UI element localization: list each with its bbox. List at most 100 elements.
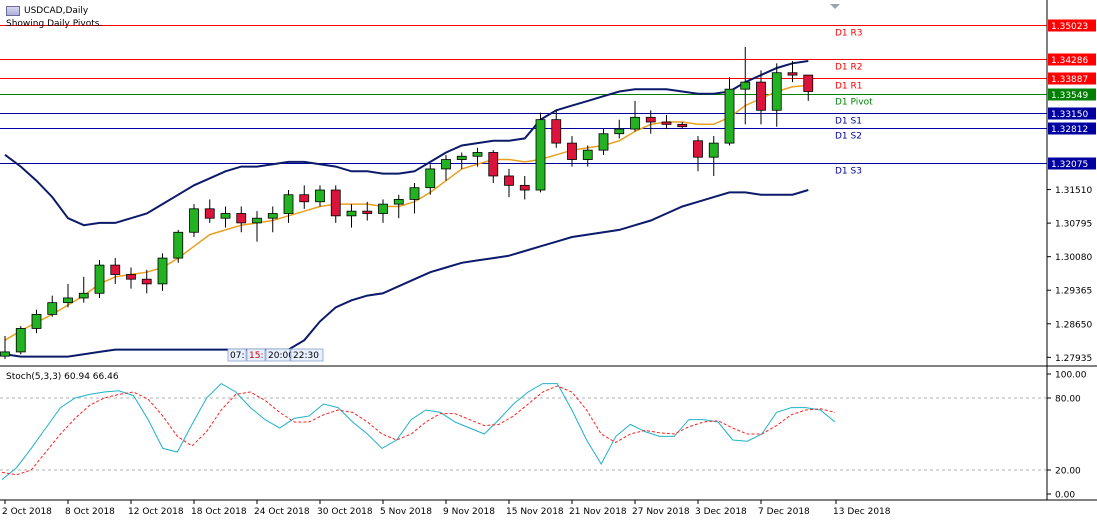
time-tick-label: 30 Oct 2018 (317, 507, 373, 517)
price-tick-label: 1.30080 (1055, 253, 1092, 263)
moving-average-line (4, 84, 809, 341)
candle-body (567, 142, 577, 160)
pivot-price-box-r2 (1048, 53, 1096, 66)
price-tick-label: 1.31510 (1055, 186, 1092, 196)
time-tick-label: 7 Dec 2018 (758, 507, 810, 517)
price-tick-label: 1.29365 (1055, 287, 1092, 297)
candle-body (425, 168, 436, 189)
candle-body (15, 328, 26, 353)
stoch-tick-label: 0.00 (1055, 491, 1075, 501)
stoch-main-line (1, 382, 836, 480)
candle-body (677, 123, 688, 128)
pivot-price-box-r1 (1048, 72, 1096, 85)
candle-body (299, 194, 310, 203)
session-box (265, 348, 291, 362)
candle-body (141, 278, 152, 285)
stoch-signal-line (1, 385, 836, 476)
pivot-price-r2: 1.34286 (1051, 56, 1088, 66)
pivot-price-box-s3 (1048, 157, 1096, 170)
candle-body (582, 149, 593, 160)
candle-body (78, 292, 89, 299)
session-box (227, 348, 247, 362)
pivot-price-s2: 1.32812 (1051, 125, 1088, 135)
candle-body (126, 274, 136, 280)
stochastic-pane[interactable] (0, 382, 1047, 480)
candle-body (204, 208, 215, 219)
time-tick-label: 2 Oct 2018 (2, 507, 52, 517)
time-tick-label: 3 Dec 2018 (695, 507, 747, 517)
candle-body (189, 208, 199, 233)
pivot-price-s1: 1.33150 (1051, 110, 1088, 120)
session-box-label: 20:00 (268, 351, 294, 361)
candle-body (803, 74, 814, 92)
candle-body (645, 116, 656, 123)
pivot-label-p: D1 Pivot (835, 98, 873, 108)
pivot-price-r3: 1.35023 (1051, 22, 1088, 32)
pivot-label-r2: D1 R2 (835, 63, 863, 73)
price-tick-label: 1.28650 (1055, 320, 1092, 330)
session-box-label: 15: (249, 351, 263, 361)
candle-body (630, 116, 640, 130)
pivot-price-box-r3 (1048, 19, 1096, 32)
chart-header: USDCAD,Daily Showing Daily Pivots. (6, 6, 102, 29)
candle-body (63, 297, 73, 304)
candle-body (378, 203, 388, 214)
candle-body (47, 302, 58, 315)
candle-body (724, 88, 735, 144)
symbol-label: USDCAD,Daily (24, 6, 89, 16)
chart-window-icon (6, 6, 20, 16)
chart-shift-marker (830, 4, 840, 9)
candle-body (236, 213, 247, 224)
candle-body (756, 81, 766, 111)
pivot-label-s1: D1 S1 (835, 117, 862, 127)
time-tick-label: 8 Oct 2018 (65, 507, 115, 517)
candle-body (94, 264, 105, 294)
price-pane[interactable]: D1 R3 1.35023 D1 R2 1.34286 D1 R1 1.33887 D1 P… (0, 19, 1096, 362)
candle-body (535, 119, 546, 191)
time-tick-label: 24 Oct 2018 (254, 507, 310, 517)
candle-body (220, 213, 231, 219)
session-box-label: 22:30 (293, 351, 319, 361)
session-box (290, 348, 324, 362)
candle-body (110, 264, 121, 275)
candle-body (708, 142, 719, 158)
upper-band-line (4, 60, 809, 227)
time-tick-label: 15 Nov 2018 (506, 507, 564, 517)
pivot-price-p: 1.33549 (1051, 91, 1088, 101)
session-box (246, 348, 266, 362)
candle-body (315, 189, 325, 203)
candle-body (693, 140, 703, 158)
candle-body (661, 121, 672, 125)
candle-body (551, 119, 562, 144)
candle-body (330, 189, 341, 217)
candle-body (346, 210, 357, 217)
time-tick-label: 5 Nov 2018 (380, 507, 432, 517)
candle-body (157, 257, 168, 285)
candle-body (614, 128, 625, 135)
candle-body (472, 152, 483, 157)
time-tick-label: 12 Oct 2018 (128, 507, 184, 517)
time-tick-label: 18 Oct 2018 (191, 507, 247, 517)
candle-body (393, 199, 404, 205)
pivot-label-s2: D1 S2 (835, 132, 862, 142)
price-tick-label: 1.27935 (1055, 354, 1092, 364)
pivot-price-s3: 1.32075 (1051, 160, 1088, 170)
time-tick-label: 9 Nov 2018 (443, 507, 495, 517)
session-box-label: 07: (230, 351, 244, 361)
candle-body (283, 194, 294, 214)
candle-body (441, 159, 451, 170)
time-tick-label: 27 Nov 2018 (632, 507, 690, 517)
candle-body (787, 72, 798, 76)
candle-body (771, 72, 782, 111)
candle-body (598, 133, 609, 151)
candle-body (740, 81, 751, 90)
lower-band-line (4, 189, 809, 358)
candle-body (456, 155, 467, 160)
candle-body (362, 210, 373, 214)
candle-body (0, 351, 10, 357)
price-tick-label: 1.30795 (1055, 220, 1092, 230)
candle-body (31, 313, 42, 329)
